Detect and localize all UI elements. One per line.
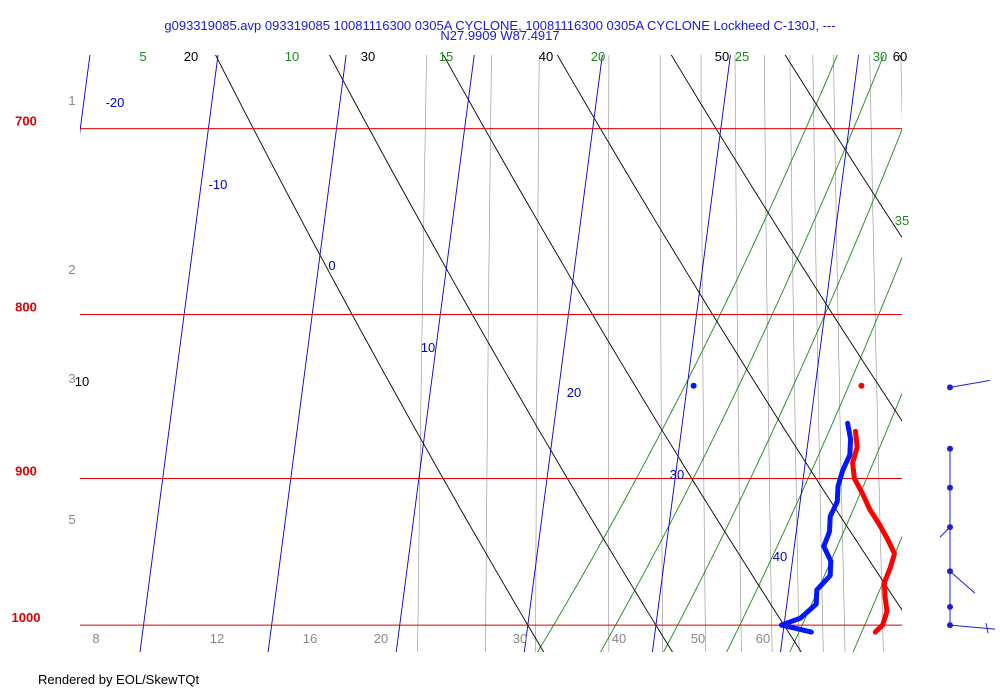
dry-adiabat-line [328, 55, 673, 652]
mixing-ratio-line [608, 55, 610, 652]
isotherms [80, 0, 1000, 680]
moist-adiabat-label: 20 [591, 49, 605, 64]
moist-adiabat-line [599, 55, 885, 652]
moist-adiabat-line [789, 392, 902, 652]
mixing-ratio-label: 12 [210, 631, 224, 646]
isobars [80, 128, 902, 626]
pressure-label: 900 [15, 463, 37, 478]
dry-adiabat-line [556, 55, 902, 611]
mixing-ratio-lines [417, 0, 1000, 680]
mixing-ratio-label: 20 [374, 631, 388, 646]
wind-barbs [939, 379, 996, 634]
isotherm-line [905, 0, 1000, 680]
mixing-ratio-label: 16 [303, 631, 317, 646]
isotherm-label: 30 [670, 467, 684, 482]
height-label: 3 [68, 371, 75, 386]
mixing-ratio-label: 50 [691, 631, 705, 646]
mixing-ratio-line [700, 55, 706, 652]
mixing-ratio-label: 30 [513, 631, 527, 646]
dry-adiabat-line [858, 0, 1000, 680]
height-label: 2 [68, 262, 75, 277]
pressure-label: 1000 [12, 610, 41, 625]
temperature-profile-point [858, 382, 865, 389]
isotherm-label: -20 [106, 95, 125, 110]
wind-barb [949, 570, 976, 594]
height-label: 5 [68, 512, 75, 527]
dry-adiabat-label: 30 [361, 49, 375, 64]
mixing-ratio-line [789, 55, 800, 652]
pressure-label: 800 [15, 300, 37, 315]
wind-barb [949, 624, 996, 630]
isotherm-line [780, 55, 859, 652]
isotherm-label: 20 [567, 385, 581, 400]
isotherm-line [80, 55, 91, 135]
wind-barb [985, 623, 989, 634]
pressure-label: 700 [15, 114, 37, 129]
moist-adiabat-label: 35 [895, 213, 909, 228]
mixing-ratio-label: 40 [612, 631, 626, 646]
isotherm-line [651, 55, 731, 652]
isotherm-label: 0 [328, 258, 335, 273]
dry-adiabat-label: 20 [184, 49, 198, 64]
wind-barb [939, 526, 951, 538]
chart-title: g093319085.avp 093319085 10081116300 030… [164, 18, 835, 33]
chart-subtitle: N27.9909 W87.4917 [440, 28, 559, 43]
isotherm-line [139, 55, 219, 652]
moist-adiabats [536, 0, 1000, 680]
mixing-ratio-line [900, 55, 902, 124]
mixing-ratio-line [734, 55, 742, 652]
dry-adiabat-label: 60 [893, 49, 907, 64]
temperature-profile [850, 428, 897, 635]
moist-adiabat-label: 5 [139, 49, 146, 64]
mixing-ratio-line [535, 55, 540, 652]
dewpoint-profile-point [690, 382, 697, 389]
isotherm-label: 40 [773, 549, 787, 564]
wind-barb-dot [947, 384, 953, 391]
isotherm-label: 10 [421, 340, 435, 355]
wind-barb [949, 379, 991, 388]
moist-adiabat-label: 10 [285, 49, 299, 64]
mixing-ratio-label: 60 [756, 631, 770, 646]
wind-barb-dot [947, 484, 953, 491]
dry-adiabat-line [784, 55, 902, 239]
mixing-ratio-label: 8 [92, 631, 99, 646]
dry-adiabat-label: 40 [539, 49, 553, 64]
mixing-ratio-line [968, 0, 995, 680]
wind-barb-dot [947, 445, 953, 452]
sounding-profiles [690, 382, 897, 635]
dry-adiabat-line [670, 55, 902, 422]
isotherm-label: -10 [209, 177, 228, 192]
mixing-ratio-line [833, 55, 846, 652]
dry-adiabat-label: 50 [715, 49, 729, 64]
axis-labels: 60070080090010001235-20-1001020304010203… [12, 49, 910, 646]
isotherm-line [267, 55, 347, 652]
moist-adiabat-label: 25 [735, 49, 749, 64]
dewpoint-profile [778, 420, 854, 635]
wind-barb-dot [947, 603, 953, 610]
dry-adiabat-line [442, 55, 802, 652]
moist-adiabat-line [905, 0, 1000, 680]
isotherm-line [523, 55, 603, 652]
moist-adiabat-line [663, 128, 902, 652]
mixing-ratio-line [763, 55, 773, 652]
dry-adiabat-label: 10 [75, 374, 89, 389]
moist-adiabat-label: 30 [873, 49, 887, 64]
moist-adiabat-label: 15 [439, 49, 453, 64]
isotherm-line [395, 55, 475, 652]
dry-adiabat-line [898, 55, 902, 61]
moist-adiabat-line [969, 0, 1000, 680]
height-label: 1 [68, 93, 75, 108]
mixing-ratio-line [923, 0, 946, 680]
renderer-credit: Rendered by EOL/SkewTQt [38, 672, 200, 687]
mixing-ratio-line [987, 0, 1000, 680]
